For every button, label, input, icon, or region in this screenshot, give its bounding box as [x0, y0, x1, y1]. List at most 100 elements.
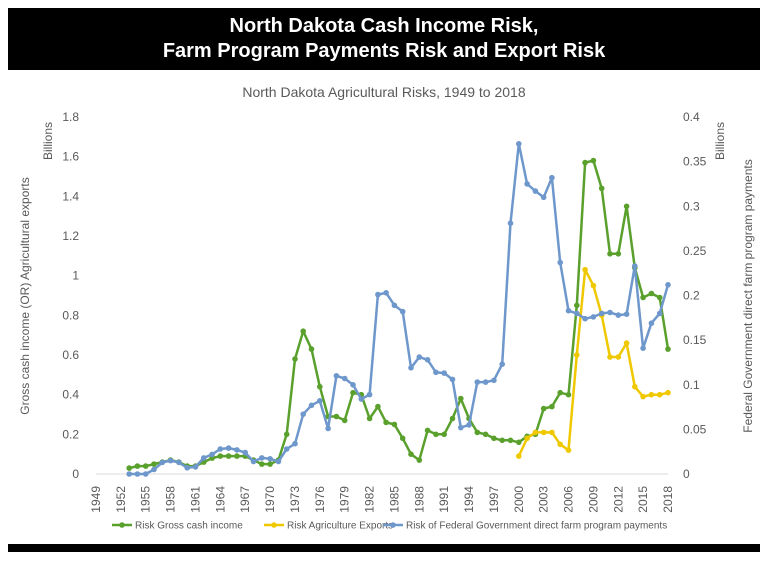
series-line [128, 159, 670, 470]
data-point [341, 417, 348, 424]
x-tick-label: 1970 [263, 486, 277, 513]
legend-swatch-marker [119, 522, 125, 528]
chart-title: North Dakota Agricultural Risks, 1949 to… [242, 84, 525, 100]
data-point [574, 310, 580, 317]
x-tick-labels: 1949 1952 1955 1958 1961 1964 1967 1970 1973 1976… [89, 486, 675, 513]
data-point [350, 389, 356, 396]
data-point [598, 185, 605, 192]
data-point [300, 411, 307, 418]
legend-swatch-marker [271, 522, 277, 528]
x-tick-label: 1979 [338, 486, 352, 513]
data-point [640, 294, 646, 301]
right-tick-label: 0.25 [683, 244, 707, 258]
data-point [325, 425, 331, 432]
x-tick-label: 2009 [586, 486, 600, 513]
data-point [607, 251, 613, 257]
data-point [491, 377, 497, 384]
x-tick-label: 1997 [487, 486, 501, 513]
banner-line-2: Farm Program Payments Risk and Export Ri… [162, 40, 606, 62]
left-tick-label: 1.6 [62, 150, 79, 164]
data-point [366, 415, 373, 422]
left-tick-label: 1.2 [62, 229, 79, 243]
legend: Risk Gross cash income Risk Agriculture E… [112, 521, 667, 532]
data-point [607, 309, 613, 316]
x-tick-label: 2006 [562, 486, 576, 513]
banner-line-1: North Dakota Cash Income Risk, [229, 15, 539, 37]
x-tick-label: 1949 [89, 486, 103, 513]
data-point [441, 431, 448, 438]
data-point [333, 373, 340, 379]
data-point [184, 465, 190, 471]
data-point [433, 431, 439, 438]
data-point [549, 403, 555, 410]
data-point [656, 391, 663, 398]
data-point [308, 346, 315, 352]
right-tick-label: 0.1 [683, 378, 700, 392]
data-point [623, 203, 630, 210]
data-point [192, 464, 199, 470]
x-tick-label: 1961 [188, 486, 202, 513]
data-point [375, 403, 381, 410]
right-axis-unit: Billions [713, 122, 727, 160]
left-axis-label: Gross cash income (OR) Agricultural expo… [18, 177, 32, 414]
data-point [540, 194, 547, 201]
right-axis-label: Federal Government direct farm program p… [741, 159, 755, 432]
data-point [665, 282, 671, 288]
series-layer [126, 141, 671, 477]
data-point [499, 437, 506, 444]
right-tick-label: 0 [683, 467, 690, 481]
data-point [167, 457, 174, 464]
data-point [615, 251, 622, 257]
right-tick-label: 0.35 [683, 155, 707, 169]
data-point [399, 435, 406, 442]
data-point [408, 365, 414, 371]
data-point [507, 437, 514, 444]
data-point [516, 141, 522, 147]
data-point [217, 446, 224, 452]
data-point [632, 383, 638, 390]
data-point [449, 376, 456, 383]
data-point [176, 459, 182, 466]
series-2 [516, 266, 671, 459]
data-point [350, 382, 356, 388]
right-tick-label: 0.15 [683, 333, 707, 347]
data-point [126, 465, 132, 471]
data-point [565, 391, 572, 398]
banner: North Dakota Cash Income Risk, Farm Prog… [8, 8, 760, 70]
left-tick-label: 0 [72, 467, 79, 481]
data-point [623, 340, 630, 346]
data-point [458, 424, 464, 431]
data-point [267, 461, 273, 467]
x-tick-label: 1982 [363, 486, 377, 513]
data-point [399, 308, 406, 315]
data-point [582, 315, 588, 322]
data-point [317, 383, 323, 390]
data-point [615, 354, 622, 360]
data-point [209, 451, 215, 458]
data-point [317, 398, 323, 404]
data-point [516, 439, 522, 446]
data-point [283, 431, 290, 438]
data-point [142, 463, 149, 469]
data-point [424, 357, 431, 363]
left-tick-labels: 0 0.2 0.4 0.6 0.8 1 1.2 1.4 1.6 1.8 [62, 110, 79, 481]
left-tick-label: 0.2 [62, 427, 79, 441]
data-point [408, 451, 414, 458]
data-point [615, 312, 622, 318]
data-point [557, 441, 563, 448]
x-tick-label: 1991 [437, 486, 451, 513]
data-point [598, 310, 605, 317]
data-point [656, 310, 663, 317]
data-point [275, 458, 282, 465]
data-point [474, 379, 481, 385]
x-tick-label: 1985 [387, 486, 401, 513]
data-point [300, 328, 307, 335]
x-tick-label: 1988 [412, 486, 426, 513]
data-point [565, 307, 572, 314]
data-point [648, 290, 655, 297]
bottom-bar [8, 544, 760, 552]
data-point [574, 352, 580, 358]
legend-label: Risk Gross cash income [135, 521, 243, 532]
series-3 [126, 141, 671, 477]
x-tick-label: 1976 [313, 486, 327, 513]
